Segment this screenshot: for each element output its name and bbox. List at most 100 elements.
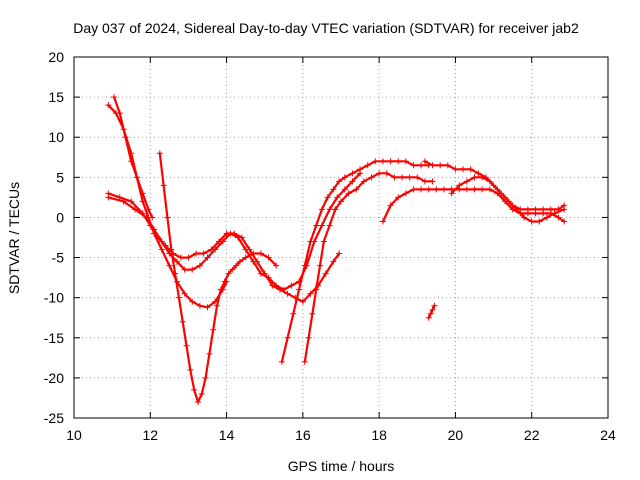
data-point	[425, 186, 432, 193]
data-point	[536, 218, 543, 225]
data-point	[111, 94, 118, 101]
data-point	[191, 386, 198, 393]
data-point	[309, 310, 316, 317]
data-point	[467, 166, 474, 173]
data-point	[524, 206, 531, 213]
data-point	[189, 298, 196, 305]
data-point	[204, 254, 211, 261]
data-point	[334, 194, 341, 201]
data-point	[543, 214, 550, 221]
data-point	[273, 282, 280, 289]
y-tick-label: -20	[44, 370, 64, 386]
data-point	[332, 206, 339, 213]
data-point	[187, 366, 194, 373]
data-point	[278, 358, 285, 365]
data-point	[105, 194, 112, 201]
series-line	[427, 304, 436, 319]
data-point	[185, 254, 192, 261]
data-point	[194, 398, 201, 405]
data-point	[427, 310, 434, 317]
data-point	[326, 206, 333, 213]
data-point	[175, 294, 182, 301]
data-point	[406, 174, 413, 181]
plot-frame	[73, 56, 609, 419]
data-point	[502, 194, 509, 201]
data-point	[257, 270, 264, 277]
data-point	[196, 262, 203, 269]
series-line	[107, 103, 228, 309]
data-point	[547, 206, 554, 213]
data-point	[105, 102, 112, 109]
data-point	[280, 286, 287, 293]
data-point	[336, 178, 343, 185]
data-point	[509, 202, 516, 209]
data-point	[372, 158, 379, 165]
data-point	[158, 246, 165, 253]
data-point	[528, 218, 535, 225]
data-point	[317, 262, 324, 269]
data-point	[313, 222, 320, 229]
data-point	[437, 162, 444, 169]
data-point	[128, 158, 135, 165]
data-point	[204, 304, 211, 311]
series-line	[158, 152, 278, 404]
data-point	[307, 290, 314, 297]
data-point	[214, 302, 221, 309]
data-point	[198, 390, 205, 397]
data-point	[221, 278, 228, 285]
data-point	[456, 182, 463, 189]
data-point	[236, 258, 243, 265]
data-point	[387, 158, 394, 165]
data-point	[132, 206, 139, 213]
data-point	[318, 206, 325, 213]
data-point	[172, 270, 179, 277]
data-point	[273, 262, 280, 269]
y-tick-label: -10	[44, 290, 64, 306]
data-point	[242, 254, 249, 261]
data-point	[210, 326, 217, 333]
data-point	[341, 174, 348, 181]
data-point	[193, 250, 200, 257]
y-tick-label: 5	[56, 169, 64, 185]
data-point	[421, 158, 428, 165]
data-point	[410, 186, 417, 193]
data-point	[402, 158, 409, 165]
y-axis-label: SDTVAR / TECUs	[6, 182, 22, 294]
data-point	[225, 270, 232, 277]
y-tick-label: -25	[44, 410, 64, 426]
data-point	[324, 194, 331, 201]
data-point	[555, 206, 562, 213]
x-tick-label: 18	[371, 427, 387, 443]
data-point	[376, 170, 383, 177]
data-point	[189, 266, 196, 273]
data-point	[164, 214, 171, 221]
data-point	[290, 310, 297, 317]
data-point	[305, 334, 312, 341]
data-point	[475, 170, 482, 177]
data-point	[383, 170, 390, 177]
data-point	[410, 162, 417, 169]
data-point	[219, 238, 226, 245]
x-tick-label: 10	[66, 427, 82, 443]
data-point	[517, 206, 524, 213]
data-point	[349, 170, 356, 177]
data-point	[313, 286, 320, 293]
series-line	[112, 95, 154, 219]
data-point	[418, 186, 425, 193]
data-point	[486, 178, 493, 185]
y-tick-label: -5	[52, 250, 65, 266]
data-point	[116, 110, 123, 117]
data-point	[364, 162, 371, 169]
data-point	[265, 254, 272, 261]
data-point	[145, 206, 152, 213]
data-point	[149, 214, 156, 221]
data-point	[320, 238, 327, 245]
data-point	[433, 186, 440, 193]
data-point	[181, 266, 188, 273]
data-point	[532, 206, 539, 213]
x-axis-label: GPS time / hours	[288, 458, 395, 474]
data-point	[460, 166, 467, 173]
data-point	[158, 238, 165, 245]
data-point	[494, 186, 501, 193]
data-point	[471, 174, 478, 181]
